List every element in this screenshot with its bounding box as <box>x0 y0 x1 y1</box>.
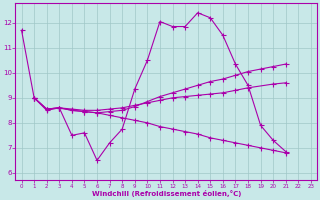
X-axis label: Windchill (Refroidissement éolien,°C): Windchill (Refroidissement éolien,°C) <box>92 190 241 197</box>
